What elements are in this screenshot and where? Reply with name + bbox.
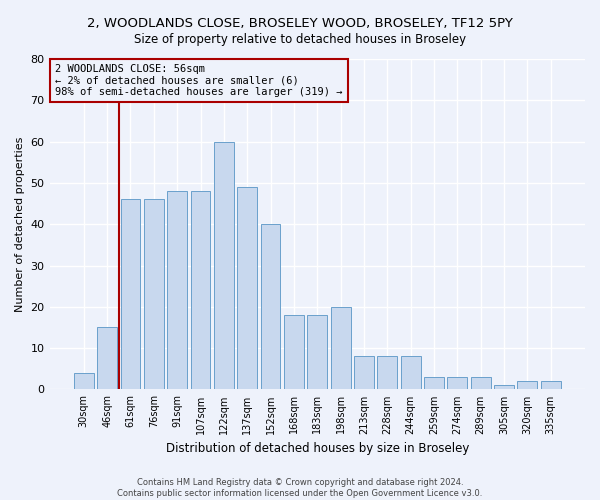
Bar xyxy=(331,307,350,390)
Bar xyxy=(517,381,538,390)
Bar xyxy=(494,386,514,390)
Bar xyxy=(238,187,257,390)
Bar xyxy=(260,224,280,390)
Text: Contains HM Land Registry data © Crown copyright and database right 2024.
Contai: Contains HM Land Registry data © Crown c… xyxy=(118,478,482,498)
Text: Size of property relative to detached houses in Broseley: Size of property relative to detached ho… xyxy=(134,32,466,46)
Bar xyxy=(121,200,140,390)
X-axis label: Distribution of detached houses by size in Broseley: Distribution of detached houses by size … xyxy=(166,442,469,455)
Bar xyxy=(401,356,421,390)
Bar xyxy=(284,315,304,390)
Bar xyxy=(354,356,374,390)
Bar xyxy=(214,142,234,390)
Bar xyxy=(191,191,211,390)
Text: 2, WOODLANDS CLOSE, BROSELEY WOOD, BROSELEY, TF12 5PY: 2, WOODLANDS CLOSE, BROSELEY WOOD, BROSE… xyxy=(87,18,513,30)
Text: 2 WOODLANDS CLOSE: 56sqm
← 2% of detached houses are smaller (6)
98% of semi-det: 2 WOODLANDS CLOSE: 56sqm ← 2% of detache… xyxy=(55,64,343,97)
Bar xyxy=(144,200,164,390)
Bar xyxy=(377,356,397,390)
Bar xyxy=(471,377,491,390)
Y-axis label: Number of detached properties: Number of detached properties xyxy=(15,136,25,312)
Bar xyxy=(74,373,94,390)
Bar xyxy=(541,381,560,390)
Bar xyxy=(448,377,467,390)
Bar xyxy=(167,191,187,390)
Bar xyxy=(97,328,117,390)
Bar xyxy=(307,315,327,390)
Bar xyxy=(424,377,444,390)
